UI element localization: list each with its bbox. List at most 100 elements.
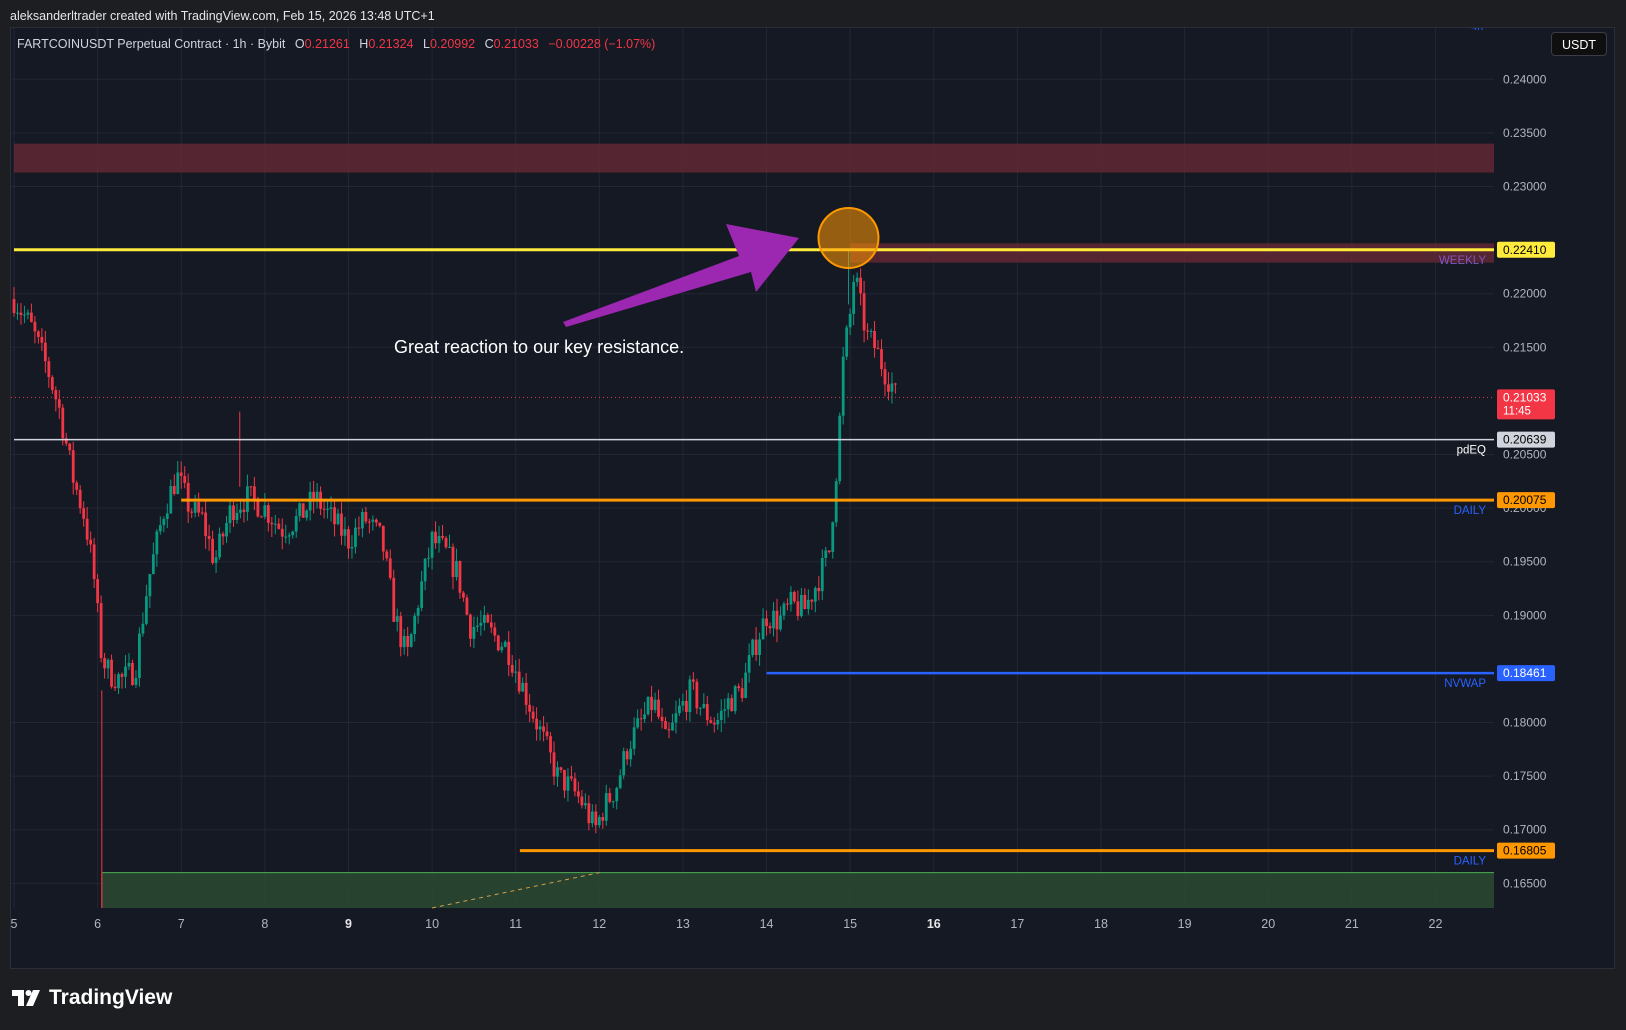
candle-body (144, 596, 148, 624)
candle-body (242, 509, 246, 512)
candle-body (183, 476, 187, 483)
candle-body (698, 707, 702, 709)
candle-body (590, 811, 594, 824)
time-tick-label: 12 (592, 917, 606, 931)
candle-body (799, 594, 803, 617)
candle-body (507, 641, 511, 665)
candle-body (570, 776, 573, 779)
candle-body (434, 531, 437, 544)
candle-body (169, 486, 173, 514)
candle-body (577, 791, 580, 797)
candle-body (636, 718, 640, 728)
candle-body (883, 369, 887, 385)
candle-body (632, 727, 636, 749)
price-badge-text: 0.22410 (1503, 243, 1547, 257)
candle-body (695, 681, 699, 709)
candle-body (127, 662, 131, 667)
candle-body (315, 491, 319, 501)
candle-body (563, 769, 566, 791)
candle-body (667, 729, 671, 731)
tradingview-logo[interactable]: TradingView (12, 986, 172, 1010)
symbol-name[interactable]: FARTCOINUSDT Perpetual Contract · 1h · B… (17, 37, 286, 51)
candle-body (64, 438, 68, 444)
weekly-resistance-zone (850, 243, 1494, 263)
candle-body (162, 518, 166, 526)
candle-body (646, 696, 650, 715)
time-tick-label: 15 (843, 917, 857, 931)
candle-body (876, 348, 880, 350)
candle-body (33, 321, 37, 332)
candle-body (754, 639, 758, 655)
candle-body (597, 817, 601, 826)
candle-body (761, 618, 765, 640)
candle-body (409, 634, 413, 647)
price-chart[interactable]: WEEKLY pdEQ DAILY NVWAP DAILY Great reaction … (11, 28, 1614, 968)
candle-body (765, 618, 768, 627)
candle-body (82, 508, 86, 519)
price-badge (1497, 241, 1555, 258)
price-tick-label: 0.18000 (1503, 716, 1547, 730)
candle-body (71, 450, 75, 483)
candle-body (779, 615, 782, 630)
candle-body (89, 539, 93, 545)
close-value: 0.21033 (493, 37, 539, 51)
candle-body (803, 594, 807, 610)
open-value: 0.21261 (304, 37, 350, 51)
time-tick-label: 20 (1261, 917, 1275, 931)
candle-body (796, 601, 800, 617)
candle-body (838, 415, 842, 482)
low-label: L (422, 37, 430, 51)
candle-body (834, 481, 838, 523)
candle-body (747, 655, 751, 673)
level-label: WEEKLY (1439, 255, 1486, 267)
time-tick-label: 8 (261, 917, 268, 931)
candle-body (880, 349, 883, 370)
annotation-text[interactable]: Great reaction to our key resistance. (394, 337, 684, 357)
candle-body (510, 664, 514, 673)
price-badge (1497, 492, 1555, 509)
price-tick-label: 0.17500 (1503, 769, 1547, 783)
candle-body (23, 314, 26, 316)
candle-body (719, 710, 723, 721)
candle-body (730, 698, 734, 712)
candle-body (552, 752, 556, 777)
time-tick-label: 11 (509, 917, 522, 931)
candle-body (120, 674, 124, 677)
currency-selector[interactable]: USDT (1551, 32, 1607, 56)
price-badge-text: 0.20075 (1503, 493, 1547, 507)
candle-body (465, 597, 469, 615)
candle-body (629, 748, 633, 760)
time-tick-label: 6 (94, 917, 101, 931)
price-badge-text: 0.16805 (1503, 844, 1547, 858)
candle-body (263, 505, 267, 517)
tradingview-logo-text: TradingView (49, 986, 173, 1009)
candle-body (608, 793, 612, 802)
high-value: 0.21324 (368, 37, 414, 51)
candle-body (611, 801, 615, 803)
candle-body (47, 361, 51, 378)
candle-body (381, 525, 385, 552)
chart-panel[interactable]: WEEKLY pdEQ DAILY NVWAP DAILY Great reaction … (10, 27, 1615, 969)
candle-body (625, 751, 629, 760)
candle-body (193, 502, 197, 513)
change-value: −0.00228 (−1.07%) (548, 37, 656, 51)
highlight-circle[interactable] (817, 206, 880, 269)
time-tick-label: 9 (345, 917, 352, 931)
candle-body (737, 686, 741, 689)
time-tick-label: 14 (760, 917, 774, 931)
annotation-arrow[interactable] (563, 224, 799, 327)
time-tick-label: 17 (1010, 917, 1024, 931)
candle-body (674, 713, 678, 723)
candle-body (538, 726, 542, 730)
candle-body (374, 519, 378, 523)
candle-body (277, 523, 281, 529)
candle-body (413, 615, 417, 635)
candle-body (57, 399, 61, 408)
high-label: H (359, 37, 369, 51)
candle-body (549, 736, 552, 753)
candle-body (444, 537, 448, 548)
candle-body (688, 679, 692, 713)
candle-body (204, 512, 208, 537)
candle-body (890, 383, 894, 392)
candle-body (514, 671, 518, 673)
